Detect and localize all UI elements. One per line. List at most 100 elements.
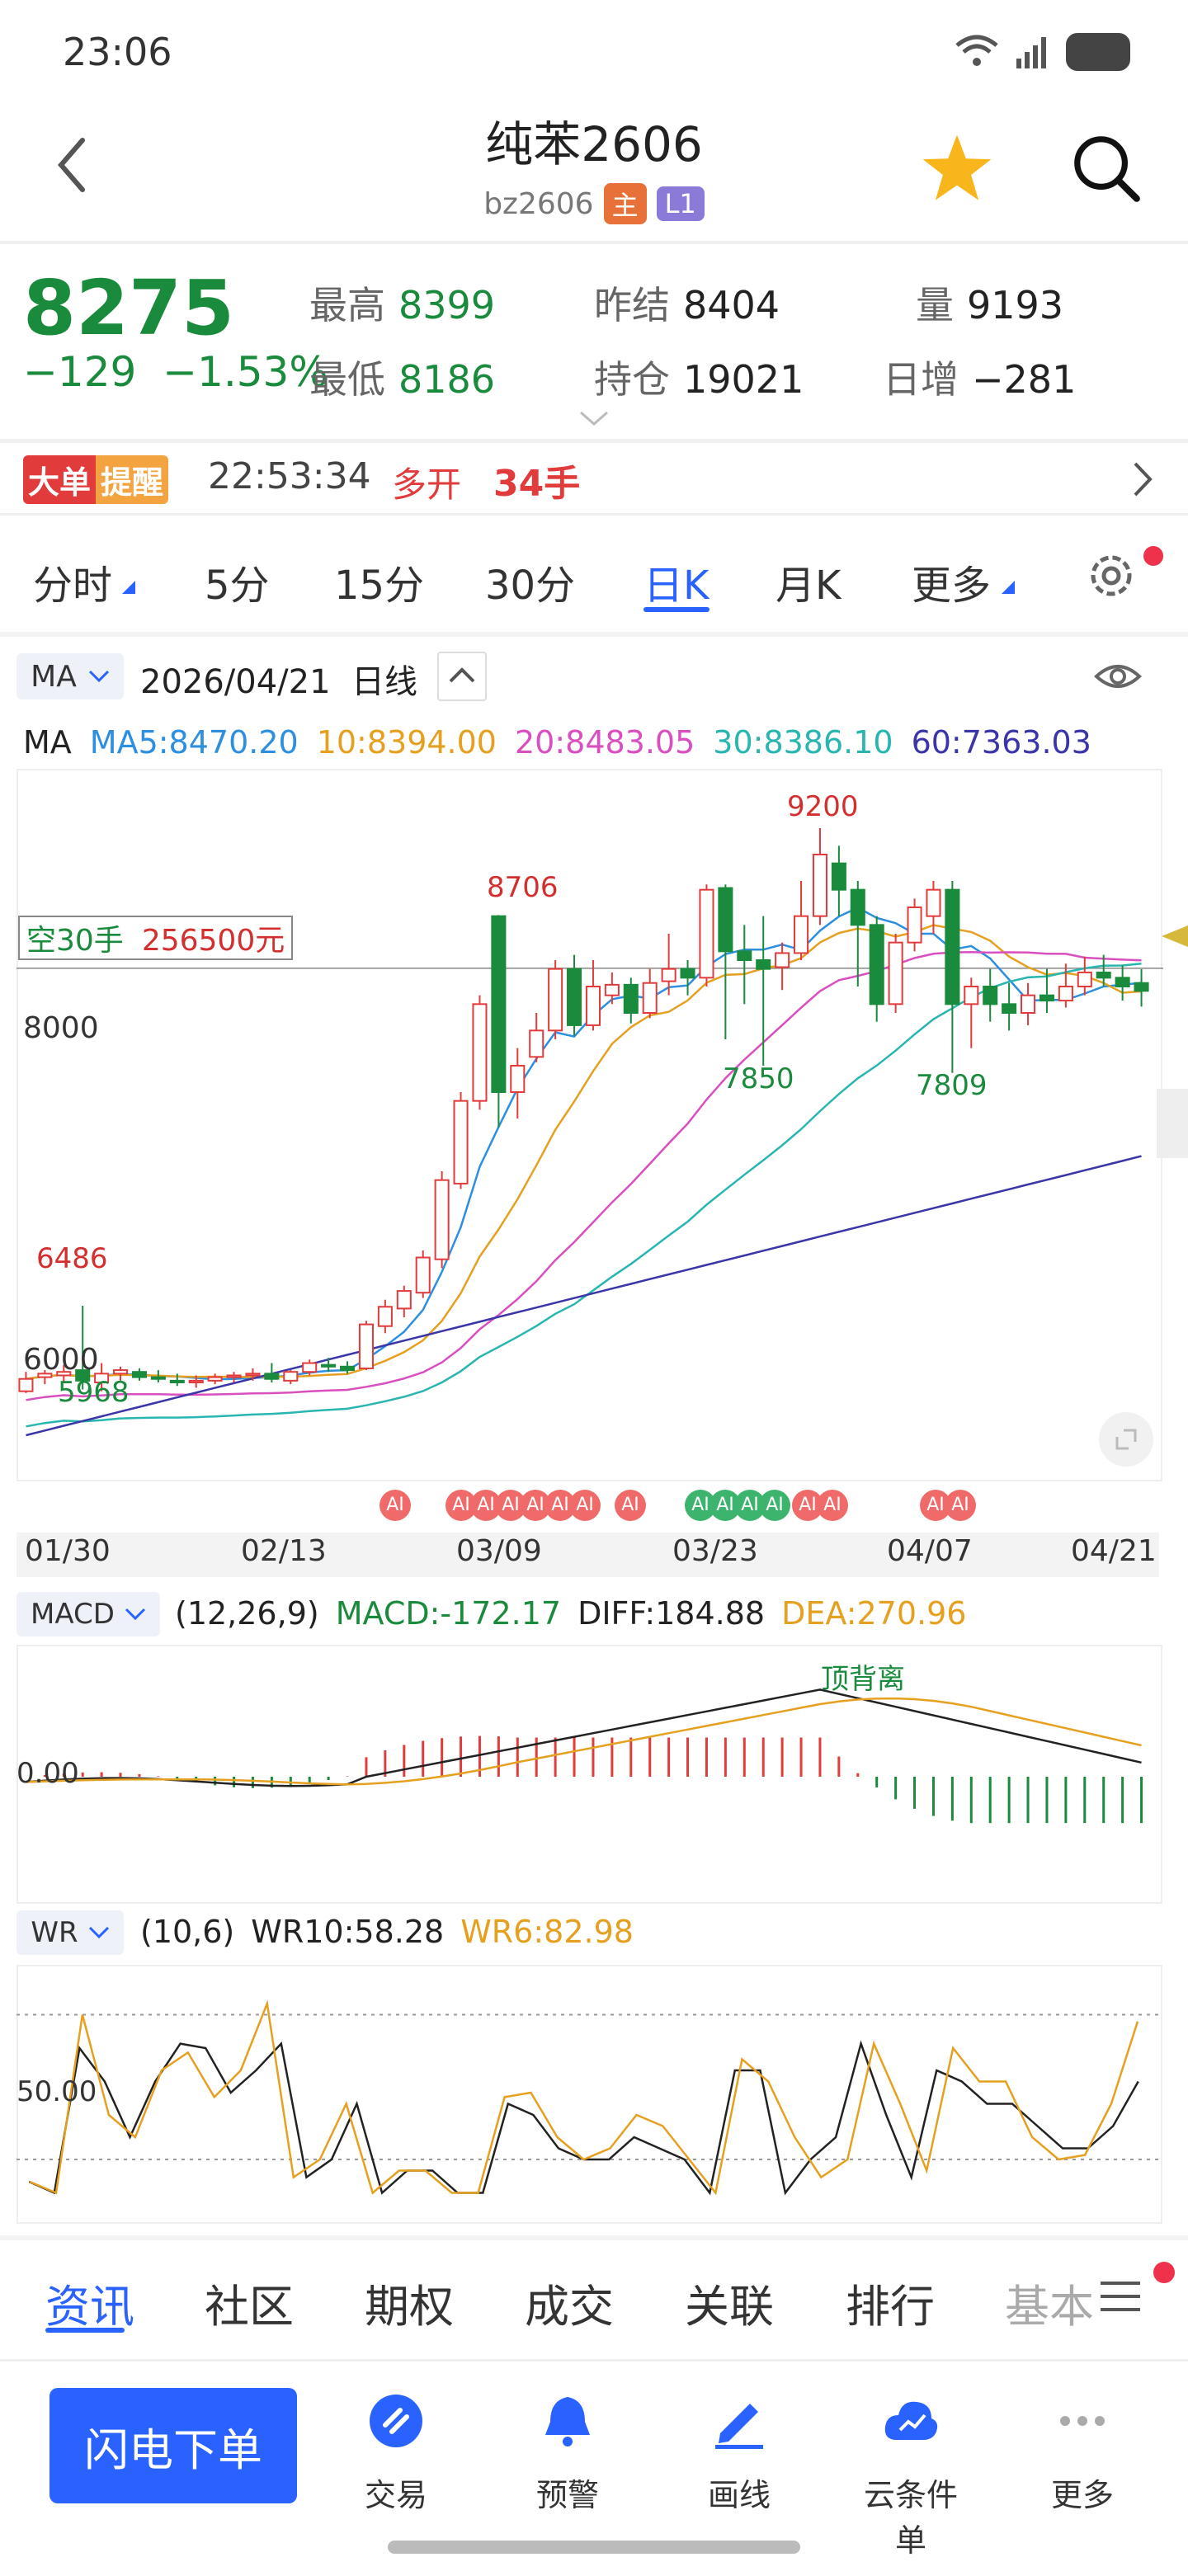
tab-fundamentals[interactable]: 基本 [1005, 2281, 1094, 2333]
candle-body [888, 941, 903, 1005]
candle-body [434, 1179, 450, 1260]
annot-low-0: 5968 [58, 1376, 130, 1409]
chevron-down-icon [88, 1926, 109, 1939]
candle-body [56, 1371, 72, 1377]
tab-monthly-k[interactable]: 月K [776, 563, 842, 609]
tab-ranking[interactable]: 排行 [846, 2281, 935, 2333]
ai-badge[interactable]: AI [945, 1490, 976, 1521]
tab-community[interactable]: 社区 [205, 2281, 294, 2333]
tab-trades[interactable]: 成交 [525, 2281, 614, 2333]
daily-inc-field: 日增 −281 [883, 350, 1076, 404]
wr-chart[interactable] [16, 1965, 1163, 2220]
trade-icon [370, 2395, 422, 2447]
tab-intraday[interactable]: 分时 [33, 563, 113, 609]
active-tab-indicator [644, 607, 710, 612]
tab-news[interactable]: 资讯 [45, 2281, 134, 2333]
cloud-order-button[interactable]: 云条件单 [853, 2392, 969, 2560]
ai-badge[interactable]: AI [759, 1490, 790, 1521]
ai-badge[interactable]: AI [920, 1490, 951, 1521]
alert-action: 多开 [392, 464, 462, 505]
ma60-value: 60:7363.03 [911, 724, 1091, 761]
candle-body [131, 1371, 147, 1378]
ma30-line [26, 962, 1142, 1428]
candle-body [850, 888, 865, 926]
ai-badge[interactable]: AI [615, 1490, 646, 1521]
home-indicator [388, 2541, 800, 2554]
big-order-alert[interactable]: 大单 提醒 22:53:34 多开 34手 [0, 445, 1188, 510]
prev-settle-field: 昨结 8404 [594, 275, 780, 330]
macd-params: (12,26,9) [175, 1595, 319, 1632]
gear-icon[interactable] [1085, 549, 1138, 602]
price-chart[interactable] [16, 769, 1163, 1478]
alert-label: 预警 [535, 2477, 599, 2513]
candle-body [113, 1369, 129, 1375]
candle-body [188, 1379, 204, 1383]
wr-select[interactable]: WR [16, 1910, 124, 1955]
candle-body [491, 915, 507, 1093]
wr6-value: WR6:82.98 [460, 1914, 634, 1950]
eye-icon[interactable] [1093, 660, 1143, 693]
candle-body [207, 1376, 223, 1382]
candle-body [245, 1373, 261, 1377]
macd-select[interactable]: MACD [16, 1592, 160, 1636]
back-icon[interactable] [50, 132, 99, 198]
candle-body [1058, 986, 1073, 1002]
candle-body [302, 1362, 318, 1373]
triangle-icon [122, 581, 135, 594]
ai-badge[interactable]: AI [685, 1490, 716, 1521]
candle-body [1039, 994, 1054, 1002]
candle-body [907, 907, 922, 944]
open-interest-label: 持仓 [594, 357, 670, 402]
side-drawer-handle[interactable] [1157, 1089, 1188, 1158]
macd-chart[interactable] [16, 1645, 1163, 1900]
ai-badge[interactable]: AI [569, 1490, 601, 1521]
alert-button[interactable]: 预警 [510, 2392, 625, 2515]
tab-daily-k[interactable]: 日K [644, 563, 710, 609]
change-percent: −1.53% [163, 348, 328, 396]
ma-legend: MA MA5:8470.20 10:8394.00 20:8483.05 30:… [23, 724, 1091, 761]
ai-badge[interactable]: AI [446, 1490, 477, 1521]
more-dots-icon [1060, 2416, 1105, 2426]
ai-badge[interactable]: AI [817, 1490, 848, 1521]
fullscreen-button[interactable] [1099, 1412, 1153, 1467]
tab-more[interactable]: 更多 [912, 563, 992, 609]
indicator-select[interactable]: MA [16, 653, 124, 699]
draw-line-label: 画线 [707, 2477, 771, 2513]
candle-body [37, 1373, 53, 1378]
search-icon[interactable] [1068, 130, 1143, 205]
candle-body [472, 1003, 488, 1102]
alert-badge-a: 大单 [23, 455, 97, 504]
high-value: 8399 [398, 283, 496, 327]
position-qty: 空30手 [26, 924, 124, 958]
ai-badge[interactable]: AI [495, 1490, 526, 1521]
ma60-line [26, 1155, 1142, 1437]
tab-30min[interactable]: 30分 [485, 563, 576, 609]
chart-date: 2026/04/21 日线 [140, 655, 417, 703]
expand-chevron-icon[interactable] [578, 409, 610, 427]
candle-body [226, 1374, 242, 1378]
collapse-button[interactable] [437, 652, 487, 701]
candle-body [680, 968, 695, 979]
candle-body [642, 982, 658, 1015]
x-label-3: 03/23 [672, 1534, 758, 1568]
favorite-star-icon[interactable] [920, 130, 994, 205]
draw-line-button[interactable]: 画线 [681, 2392, 797, 2515]
menu-icon[interactable] [1099, 2278, 1142, 2315]
flash-order-button[interactable]: 闪电下单 [50, 2388, 297, 2503]
candle-body [623, 983, 639, 1015]
tab-15min[interactable]: 15分 [334, 563, 425, 609]
level-tag: L1 [656, 186, 705, 221]
ai-badge[interactable]: AI [380, 1490, 411, 1521]
tab-5min[interactable]: 5分 [205, 563, 270, 609]
more-button[interactable]: 更多 [1025, 2392, 1140, 2515]
tab-options[interactable]: 期权 [365, 2281, 454, 2333]
candle-body [964, 986, 979, 1005]
macd-value: MACD:-172.17 [335, 1595, 562, 1632]
ma10-value: 10:8394.00 [316, 724, 497, 761]
trade-button[interactable]: 交易 [338, 2392, 454, 2515]
candle-body [264, 1373, 280, 1380]
last-price: 8275 [23, 264, 235, 352]
tab-related[interactable]: 关联 [685, 2281, 774, 2333]
candle-body [567, 968, 582, 1026]
candle-body [775, 952, 790, 968]
